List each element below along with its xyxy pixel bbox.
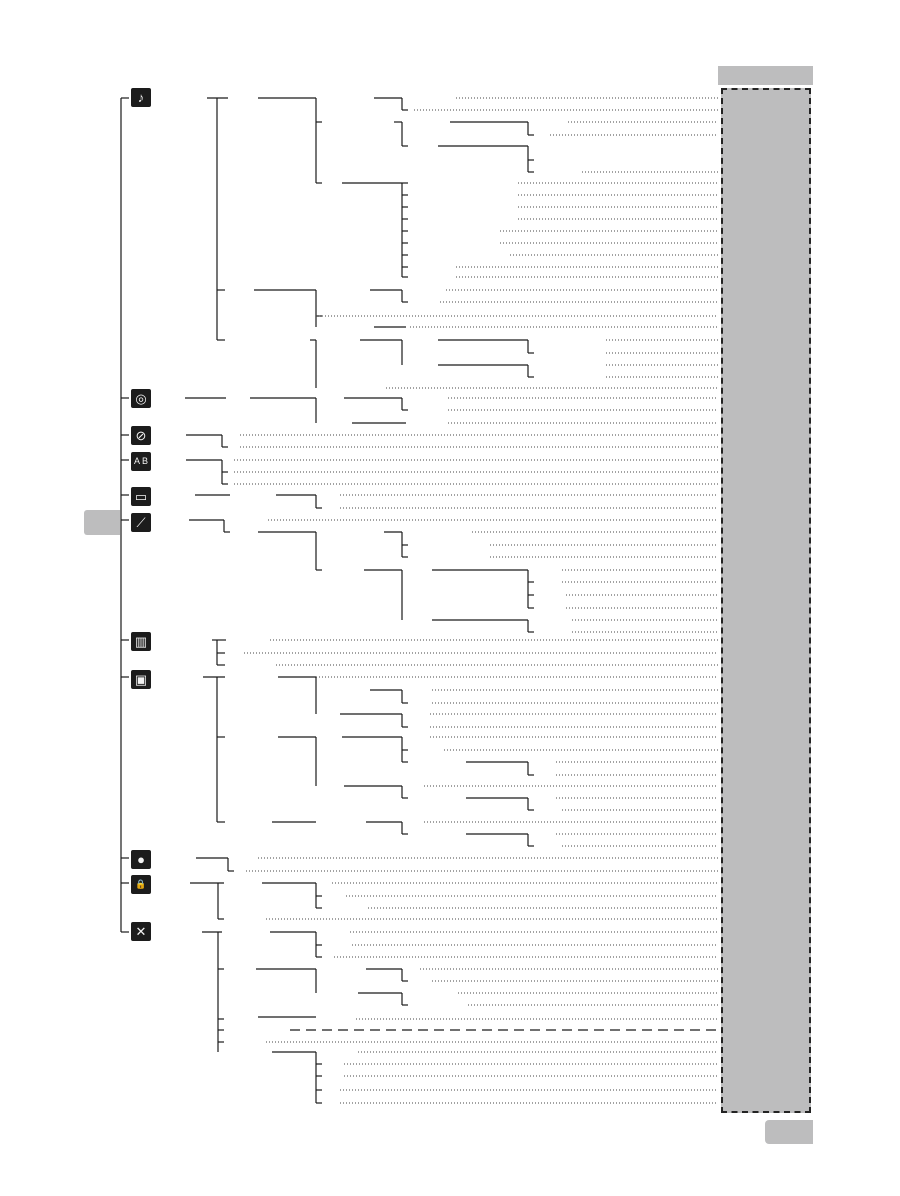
column-header-tab — [718, 66, 813, 85]
monitor-icon: ▭ — [131, 487, 151, 506]
bar-chart-icon: ▥ — [131, 632, 151, 651]
description-panel — [721, 88, 811, 1113]
page-number-tab — [765, 1120, 813, 1144]
tools-icon: ✕ — [131, 922, 151, 941]
abc-grid-icon: A B — [131, 452, 151, 471]
box-icon: ▣ — [131, 670, 151, 689]
disc-icon: ◎ — [131, 389, 151, 408]
graph-icon: ⟋ — [131, 513, 151, 532]
tape-icon: ⊘ — [131, 426, 151, 445]
record-icon: ● — [131, 850, 151, 869]
audio-settings-icon: ♪ — [131, 88, 151, 107]
chapter-tab — [84, 510, 120, 535]
lock-icon: 🔒 — [131, 875, 151, 894]
